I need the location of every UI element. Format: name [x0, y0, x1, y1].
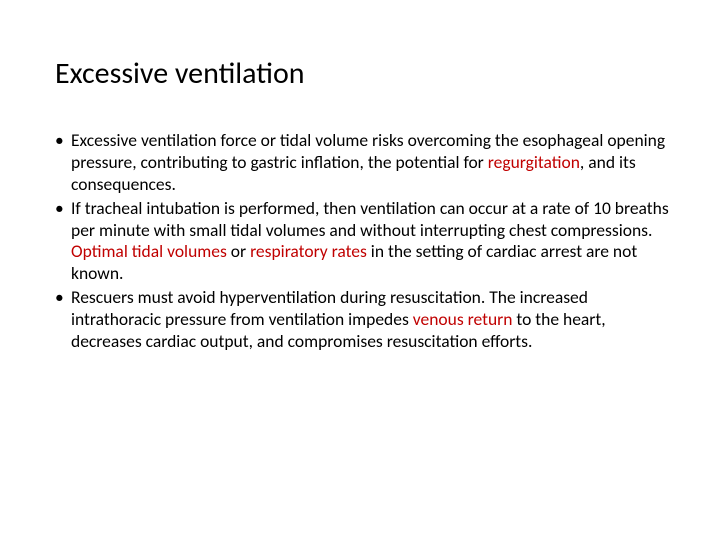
- list-item: If tracheal intubation is performed, the…: [55, 198, 670, 286]
- list-item: Excessive ventilation force or tidal vol…: [55, 130, 670, 196]
- list-item: Rescuers must avoid hyperventilation dur…: [55, 287, 670, 353]
- bullet-text: If tracheal intubation is performed, the…: [71, 197, 669, 241]
- bullet-list: Excessive ventilation force or tidal vol…: [55, 130, 670, 353]
- highlight-text: venous return: [413, 308, 517, 330]
- highlight-text: respiratory rates: [250, 240, 371, 262]
- slide-title: Excessive ventilation: [55, 55, 670, 92]
- slide: Excessive ventilation Excessive ventilat…: [0, 0, 720, 540]
- bullet-text: or: [227, 240, 250, 262]
- highlight-text: regurgitation: [488, 151, 580, 173]
- highlight-text: Optimal tidal volumes: [71, 240, 227, 262]
